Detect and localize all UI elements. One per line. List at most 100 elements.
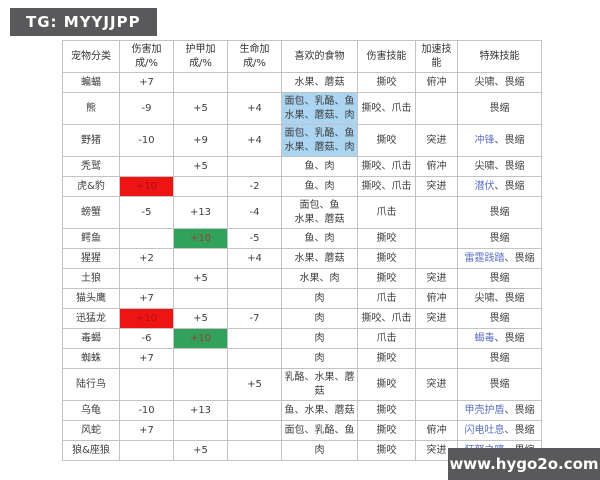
damage-skill-cell: 撕咬 bbox=[357, 124, 416, 157]
damage-skill-cell: 爪击 bbox=[357, 196, 416, 229]
food-cell: 鱼、肉 bbox=[281, 176, 358, 197]
food-cell: 鱼、肉 bbox=[281, 228, 358, 249]
damage-skill-cell: 爪击 bbox=[357, 328, 416, 349]
speed-skill-cell: 俯冲 bbox=[415, 420, 458, 441]
pet-name-cell: 秃鹫 bbox=[62, 156, 120, 177]
special-skill-cell: 甲壳护盾、畏缩 bbox=[457, 400, 542, 421]
table-row: 野猪 -10 +9 +4 面包、乳酪、鱼 水果、蘑菇、肉 撕咬 突进 冲锋、畏缩 bbox=[62, 124, 542, 157]
watermark: www.hygo2o.com bbox=[448, 448, 600, 480]
damage-bonus-cell: -5 bbox=[119, 196, 174, 229]
armor-bonus-cell bbox=[173, 248, 228, 269]
table-row: 迅猛龙 +10 +5 -7 肉撕咬、爪击 突进 畏缩 bbox=[62, 308, 542, 329]
health-bonus-cell: -7 bbox=[227, 308, 282, 329]
damage-skill-cell: 撕咬 bbox=[357, 440, 416, 461]
pet-name-cell: 狼&座狼 bbox=[62, 440, 120, 461]
armor-bonus-cell: +10 bbox=[173, 228, 228, 249]
damage-bonus-header: 伤害加成/% bbox=[119, 40, 174, 73]
damage-bonus-cell: +10 bbox=[119, 176, 174, 197]
special-skill-cell: 蝎毒、畏缩 bbox=[457, 328, 542, 349]
special-skill-cell: 畏缩 bbox=[457, 348, 542, 369]
armor-bonus-cell: +5 bbox=[173, 92, 228, 125]
armor-bonus-cell: +5 bbox=[173, 156, 228, 177]
table-row: 螃蟹 -5 +13 -4 面包、鱼 水果、蘑菇 爪击 畏缩 bbox=[62, 196, 542, 229]
table-row: 风蛇 +7 面包、乳酪、鱼 撕咬 俯冲 闪电吐息、畏缩 bbox=[62, 420, 542, 441]
table-row: 蝙蝠 +7 水果、蘑菇 撕咬 俯冲 尖啸、畏缩 bbox=[62, 72, 542, 93]
damage-skill-cell: 撕咬 bbox=[357, 420, 416, 441]
speed-skill-cell: 突进 bbox=[415, 268, 458, 289]
special-skill-cell: 畏缩 bbox=[457, 228, 542, 249]
damage-bonus-cell: +10 bbox=[119, 308, 174, 329]
health-bonus-cell bbox=[227, 156, 282, 177]
table-row: 土狼 +5 水果、肉 撕咬 突进 畏缩 bbox=[62, 268, 542, 289]
health-bonus-cell bbox=[227, 348, 282, 369]
damage-bonus-cell bbox=[119, 156, 174, 177]
armor-bonus-cell bbox=[173, 368, 228, 401]
food-cell: 水果、蘑菇 bbox=[281, 72, 358, 93]
health-bonus-cell: -4 bbox=[227, 196, 282, 229]
damage-skill-cell: 撕咬、爪击 bbox=[357, 176, 416, 197]
damage-bonus-cell: +7 bbox=[119, 288, 174, 309]
speed-skill-cell bbox=[415, 400, 458, 421]
health-bonus-cell bbox=[227, 420, 282, 441]
damage-bonus-cell: -10 bbox=[119, 124, 174, 157]
tg-badge: TG: MYYJJPP bbox=[10, 8, 157, 36]
pet-name-cell: 陆行鸟 bbox=[62, 368, 120, 401]
health-bonus-cell: +4 bbox=[227, 248, 282, 269]
special-skill-cell: 畏缩 bbox=[457, 308, 542, 329]
food-cell: 鱼、水果、蘑菇 bbox=[281, 400, 358, 421]
pet-name-cell: 风蛇 bbox=[62, 420, 120, 441]
armor-bonus-cell: +5 bbox=[173, 440, 228, 461]
food-cell: 肉 bbox=[281, 308, 358, 329]
pet-name-cell: 土狼 bbox=[62, 268, 120, 289]
pet-name-cell: 蝙蝠 bbox=[62, 72, 120, 93]
damage-bonus-cell bbox=[119, 228, 174, 249]
pet-name-cell: 迅猛龙 bbox=[62, 308, 120, 329]
special-skill-cell: 畏缩 bbox=[457, 92, 542, 125]
pet-name-cell: 鳄鱼 bbox=[62, 228, 120, 249]
food-cell: 面包、鱼 水果、蘑菇 bbox=[281, 196, 358, 229]
table-header-row: 宠物分类 伤害加成/% 护甲加成/% 生命加成/% 喜欢的食物 伤害技能 加速技能 特殊技能 bbox=[62, 40, 542, 73]
damage-skill-cell: 撕咬、爪击 bbox=[357, 92, 416, 125]
food-cell: 肉 bbox=[281, 348, 358, 369]
armor-bonus-cell bbox=[173, 420, 228, 441]
special-skill-cell: 冲锋、畏缩 bbox=[457, 124, 542, 157]
special-skill-cell: 闪电吐息、畏缩 bbox=[457, 420, 542, 441]
speed-skill-cell bbox=[415, 248, 458, 269]
pet-name-cell: 乌龟 bbox=[62, 400, 120, 421]
damage-skill-cell: 撕咬 bbox=[357, 348, 416, 369]
health-bonus-cell bbox=[227, 440, 282, 461]
health-bonus-cell bbox=[227, 72, 282, 93]
table-row: 鳄鱼 +10 -5 鱼、肉 撕咬 畏缩 bbox=[62, 228, 542, 249]
special-skill-cell: 畏缩 bbox=[457, 196, 542, 229]
armor-bonus-cell: +9 bbox=[173, 124, 228, 157]
speed-skill-cell: 突进 bbox=[415, 368, 458, 401]
health-bonus-cell: -5 bbox=[227, 228, 282, 249]
speed-skill-cell: 突进 bbox=[415, 308, 458, 329]
special-skill-cell: 畏缩 bbox=[457, 368, 542, 401]
speed-skill-header: 加速技能 bbox=[415, 40, 458, 73]
food-cell: 肉 bbox=[281, 288, 358, 309]
speed-skill-cell bbox=[415, 348, 458, 369]
damage-bonus-cell: -9 bbox=[119, 92, 174, 125]
damage-skill-cell: 爪击 bbox=[357, 288, 416, 309]
health-bonus-cell: +5 bbox=[227, 368, 282, 401]
pet-name-cell: 毒蝎 bbox=[62, 328, 120, 349]
special-skill-cell: 潜伏、畏缩 bbox=[457, 176, 542, 197]
special-skill-link: 甲壳护盾 bbox=[464, 404, 505, 416]
special-skill-link: 闪电吐息 bbox=[464, 424, 505, 436]
health-bonus-cell: +4 bbox=[227, 124, 282, 157]
armor-bonus-header: 护甲加成/% bbox=[173, 40, 228, 73]
damage-bonus-cell: -6 bbox=[119, 328, 174, 349]
special-skill-cell: 尖啸、畏缩 bbox=[457, 288, 542, 309]
damage-skill-cell: 撕咬、爪击 bbox=[357, 156, 416, 177]
damage-skill-cell: 撕咬 bbox=[357, 368, 416, 401]
damage-bonus-cell: +7 bbox=[119, 420, 174, 441]
damage-skill-cell: 撕咬 bbox=[357, 400, 416, 421]
food-cell: 面包、乳酪、鱼 水果、蘑菇、肉 bbox=[281, 124, 358, 157]
armor-bonus-cell: +13 bbox=[173, 196, 228, 229]
armor-bonus-cell bbox=[173, 176, 228, 197]
pet-name-cell: 野猪 bbox=[62, 124, 120, 157]
special-skill-header: 特殊技能 bbox=[457, 40, 542, 73]
health-bonus-cell bbox=[227, 268, 282, 289]
